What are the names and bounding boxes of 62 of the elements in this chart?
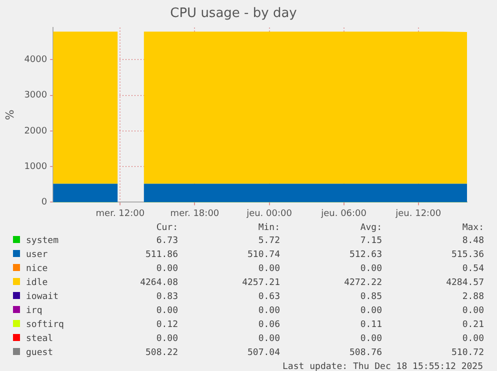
legend-label: steal: [25, 333, 54, 346]
text: 0.00: [461, 333, 484, 346]
text: Avg:: [359, 222, 382, 234]
text: 5.72: [257, 235, 280, 248]
y-tick-label: 0: [41, 198, 48, 208]
text: 0.00: [359, 305, 382, 318]
legend-label: user: [25, 249, 49, 262]
x-tick-label: mer. 12:00: [96, 208, 145, 219]
text: 0.00: [257, 263, 280, 276]
text: 0.00: [461, 305, 484, 318]
y-tick-label: 2000: [24, 126, 48, 136]
legend-label: nice: [25, 263, 49, 276]
y-tick-label: 4000: [24, 55, 48, 66]
text: 0.83: [155, 291, 178, 304]
text: 4284.57: [445, 277, 484, 290]
text: 515.36: [450, 249, 484, 262]
legend-label: system: [25, 235, 60, 248]
text: 0.21: [461, 319, 484, 332]
text: 0.85: [359, 291, 382, 304]
legend-label: guest: [25, 347, 54, 360]
text: 7.15: [359, 235, 382, 248]
x-tick-label: jeu. 00:00: [246, 208, 292, 219]
text: 510.74: [246, 249, 280, 262]
legend-label: irq: [25, 305, 44, 318]
text: 508.22: [144, 347, 178, 360]
y-tick-label: 3000: [24, 90, 48, 101]
legend-label: iowait: [25, 291, 60, 304]
text: Min:: [257, 222, 280, 234]
text: Last update: Thu Dec 18 15:55:12 2025: [282, 361, 484, 371]
text: 0.00: [257, 305, 280, 318]
text: 0.00: [155, 263, 178, 276]
text: 0.00: [359, 333, 382, 346]
text: 4257.21: [241, 277, 280, 290]
text: 0.54: [461, 263, 484, 276]
text: 0.11: [359, 319, 382, 332]
text: 0.00: [359, 263, 382, 276]
chart-title: CPU usage - by day: [170, 6, 298, 22]
text: 508.76: [348, 347, 382, 360]
text: 4264.08: [139, 277, 178, 290]
text: 507.04: [246, 347, 280, 360]
x-tick-label: jeu. 06:00: [320, 208, 367, 219]
text: Max:: [461, 222, 484, 234]
text: 0.00: [257, 333, 280, 346]
x-tick-label: mer. 18:00: [170, 208, 220, 219]
text: 0.63: [257, 291, 280, 304]
text: 512.63: [348, 249, 382, 262]
text: 511.86: [144, 249, 178, 262]
text: 2.88: [461, 291, 484, 304]
text: 0.00: [155, 305, 178, 318]
text: Cur:: [155, 222, 178, 234]
text: 0.00: [155, 333, 178, 346]
y-axis-title: %: [3, 110, 16, 120]
text: 0.12: [155, 319, 178, 332]
text: 510.72: [450, 347, 484, 360]
text: 4272.22: [343, 277, 382, 290]
y-tick-label: 1000: [24, 162, 48, 172]
legend-label: softirq: [25, 319, 65, 332]
x-tick-label: jeu. 12:00: [394, 208, 442, 219]
text: 6.73: [155, 235, 178, 248]
text: 0.06: [257, 319, 280, 332]
legend-label: idle: [25, 277, 49, 290]
text: 8.48: [461, 235, 484, 248]
